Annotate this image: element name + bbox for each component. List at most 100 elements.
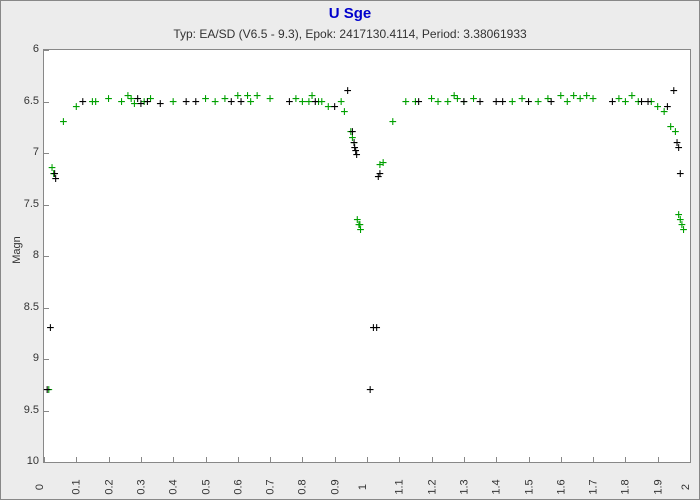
x-tick xyxy=(658,457,659,462)
data-point: + xyxy=(312,95,325,108)
data-point: + xyxy=(309,95,322,108)
data-point: + xyxy=(144,93,157,106)
y-tick xyxy=(44,359,49,360)
y-tick xyxy=(44,153,49,154)
x-tick xyxy=(270,457,271,462)
data-point: + xyxy=(341,85,354,98)
data-point: + xyxy=(671,136,684,149)
x-tick xyxy=(399,457,400,462)
data-point: + xyxy=(348,136,361,149)
data-point: + xyxy=(296,95,309,108)
data-point: + xyxy=(367,322,380,335)
data-point: + xyxy=(373,167,386,180)
y-tick xyxy=(44,308,49,309)
data-point: + xyxy=(44,322,57,335)
x-tick xyxy=(76,457,77,462)
data-point: + xyxy=(441,95,454,108)
data-point: + xyxy=(651,100,664,113)
data-point: + xyxy=(412,95,425,108)
data-point: + xyxy=(541,93,554,106)
x-tick-label: 1.7 xyxy=(588,479,600,494)
data-point: + xyxy=(302,95,315,108)
y-tick-label: 6.5 xyxy=(24,95,39,107)
data-point: + xyxy=(125,93,138,106)
y-tick-label: 8 xyxy=(33,249,39,261)
x-tick-label: 0.1 xyxy=(71,479,83,494)
x-tick-label: 1 xyxy=(357,484,369,490)
data-point: + xyxy=(432,95,445,108)
x-tick-label: 1.4 xyxy=(491,479,503,494)
data-point: + xyxy=(522,95,535,108)
data-point: + xyxy=(674,167,687,180)
x-tick-label: 1.6 xyxy=(555,479,567,494)
data-point: + xyxy=(353,219,366,232)
data-point: + xyxy=(587,93,600,106)
data-point: + xyxy=(251,90,264,103)
x-tick xyxy=(690,457,691,462)
data-point: + xyxy=(328,100,341,113)
data-point: + xyxy=(364,383,377,396)
data-point: + xyxy=(315,95,328,108)
data-point: + xyxy=(86,95,99,108)
x-tick xyxy=(593,457,594,462)
data-point: + xyxy=(289,93,302,106)
x-tick-label: 0.6 xyxy=(232,479,244,494)
data-point: + xyxy=(154,97,167,110)
data-point: + xyxy=(244,95,257,108)
data-point: + xyxy=(606,95,619,108)
y-tick-label: 9.5 xyxy=(24,404,39,416)
data-point: + xyxy=(448,90,461,103)
data-point: + xyxy=(102,93,115,106)
data-point: + xyxy=(322,100,335,113)
x-tick xyxy=(561,457,562,462)
data-point: + xyxy=(231,90,244,103)
data-point: + xyxy=(348,136,361,149)
data-point: + xyxy=(516,93,529,106)
data-point: + xyxy=(554,90,567,103)
x-tick-label: 0.4 xyxy=(168,479,180,494)
y-axis-label: Magn xyxy=(11,236,23,264)
data-point: + xyxy=(457,95,470,108)
data-point: + xyxy=(672,208,685,221)
x-tick xyxy=(109,457,110,462)
data-point: + xyxy=(115,95,128,108)
y-tick xyxy=(44,462,49,463)
data-point: + xyxy=(121,90,134,103)
data-point: + xyxy=(619,95,632,108)
data-point: + xyxy=(47,167,60,180)
x-tick xyxy=(432,457,433,462)
y-tick-label: 7 xyxy=(33,146,39,158)
data-point: + xyxy=(635,95,648,108)
data-point: + xyxy=(561,95,574,108)
x-tick xyxy=(302,457,303,462)
data-point: + xyxy=(354,224,367,237)
data-point: + xyxy=(574,93,587,106)
data-point: + xyxy=(567,90,580,103)
data-point: + xyxy=(225,95,238,108)
data-point: + xyxy=(346,126,359,139)
x-tick xyxy=(206,457,207,462)
data-point: + xyxy=(490,95,503,108)
data-point: + xyxy=(677,224,690,237)
y-tick xyxy=(44,50,49,51)
data-point: + xyxy=(642,95,655,108)
data-point: + xyxy=(167,95,180,108)
x-tick xyxy=(44,457,45,462)
data-point: + xyxy=(138,95,151,108)
chart-frame: U Sge Typ: EA/SD (V6.5 - 9.3), Epok: 241… xyxy=(0,0,700,500)
data-point: + xyxy=(496,95,509,108)
y-tick-label: 8.5 xyxy=(24,301,39,313)
data-point: + xyxy=(373,159,386,172)
data-point: + xyxy=(134,97,147,110)
data-point: + xyxy=(352,219,365,232)
data-point: + xyxy=(128,97,141,110)
data-point: + xyxy=(235,95,248,108)
data-point: + xyxy=(672,141,685,154)
x-tick-label: 1.3 xyxy=(459,479,471,494)
data-point: + xyxy=(180,95,193,108)
x-tick xyxy=(625,457,626,462)
y-tick-label: 9 xyxy=(33,352,39,364)
data-point: + xyxy=(76,95,89,108)
data-point: + xyxy=(338,105,351,118)
data-point: + xyxy=(661,100,674,113)
